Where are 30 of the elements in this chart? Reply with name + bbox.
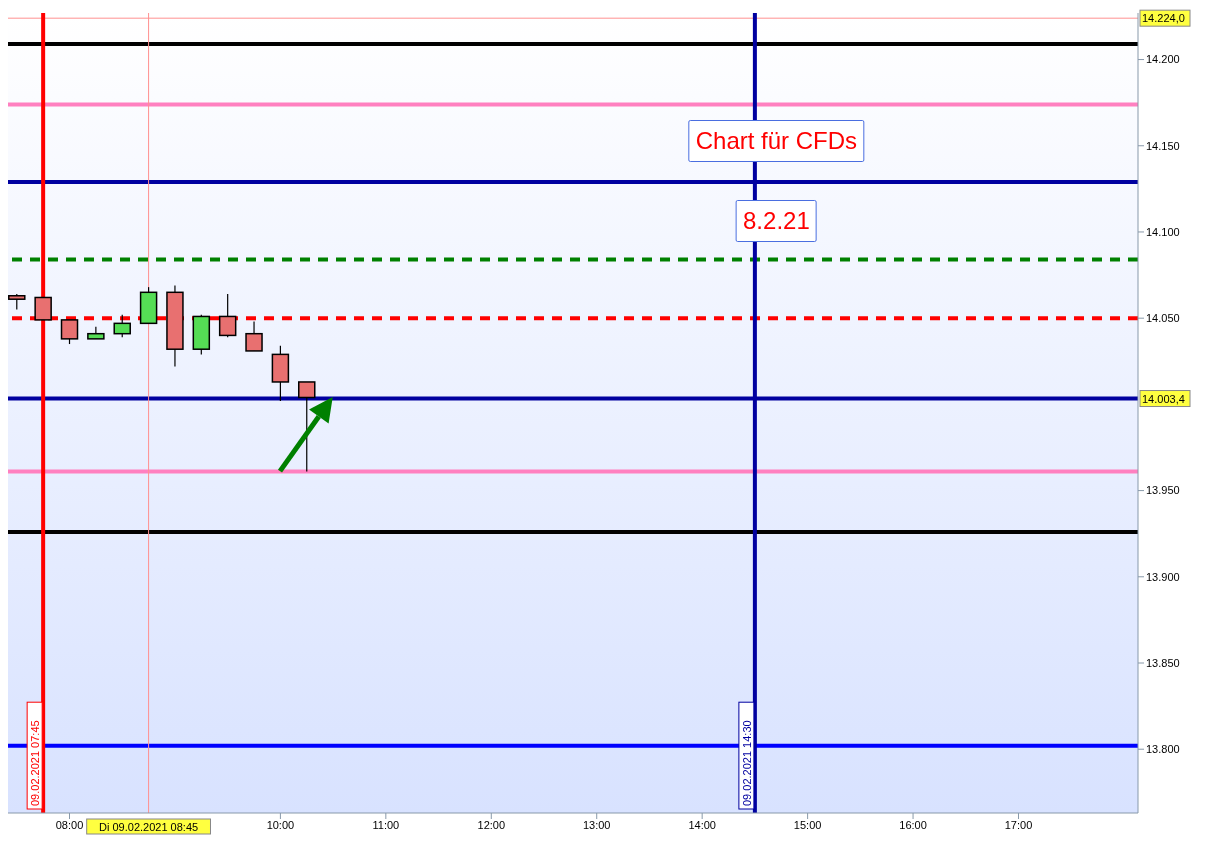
x-tick-label: 16:00 bbox=[899, 818, 927, 831]
ref-line-label: 14.003,4 bbox=[1142, 392, 1185, 405]
y-tick-label: 14.200 bbox=[1146, 53, 1180, 66]
candlestick bbox=[245, 321, 263, 352]
x-tick-label: 08:00 bbox=[55, 818, 84, 831]
y-tick-label: 14.050 bbox=[1146, 312, 1180, 325]
y-tick-label: 13.900 bbox=[1146, 570, 1180, 583]
x-tick-label: 15:00 bbox=[793, 818, 822, 831]
x-tick-label: 11:00 bbox=[372, 818, 400, 831]
y-tick-label: 13.850 bbox=[1146, 656, 1180, 669]
candlestick bbox=[34, 296, 52, 321]
y-tick-label: 13.950 bbox=[1146, 484, 1180, 497]
x-tick-label: 13:00 bbox=[582, 818, 611, 831]
x-tick-label: 17:00 bbox=[1004, 818, 1033, 831]
ref-line-label: Di 09.02.2021 08:45 bbox=[99, 820, 199, 833]
candlestick bbox=[60, 319, 79, 345]
x-tick-label: 12:00 bbox=[477, 818, 506, 831]
annotation: 8.2.21 bbox=[736, 200, 817, 242]
x-tick-label: 14:00 bbox=[688, 818, 716, 831]
ref-line-label: 09.02.2021 14:30 bbox=[740, 720, 753, 806]
candlestick bbox=[298, 381, 316, 473]
x-tick-label: 10:00 bbox=[266, 818, 295, 831]
y-tick-label: 13.800 bbox=[1146, 743, 1180, 756]
ref-line-label: 14.224,0 bbox=[1142, 12, 1185, 25]
candlestick bbox=[113, 314, 131, 338]
y-tick-label: 14.150 bbox=[1146, 139, 1180, 152]
candlestick bbox=[218, 293, 237, 338]
ref-line-label: 09.02.2021 07:45 bbox=[29, 720, 42, 806]
annotation: Chart für CFDs bbox=[688, 120, 865, 162]
y-tick-label: 14.100 bbox=[1146, 225, 1180, 238]
